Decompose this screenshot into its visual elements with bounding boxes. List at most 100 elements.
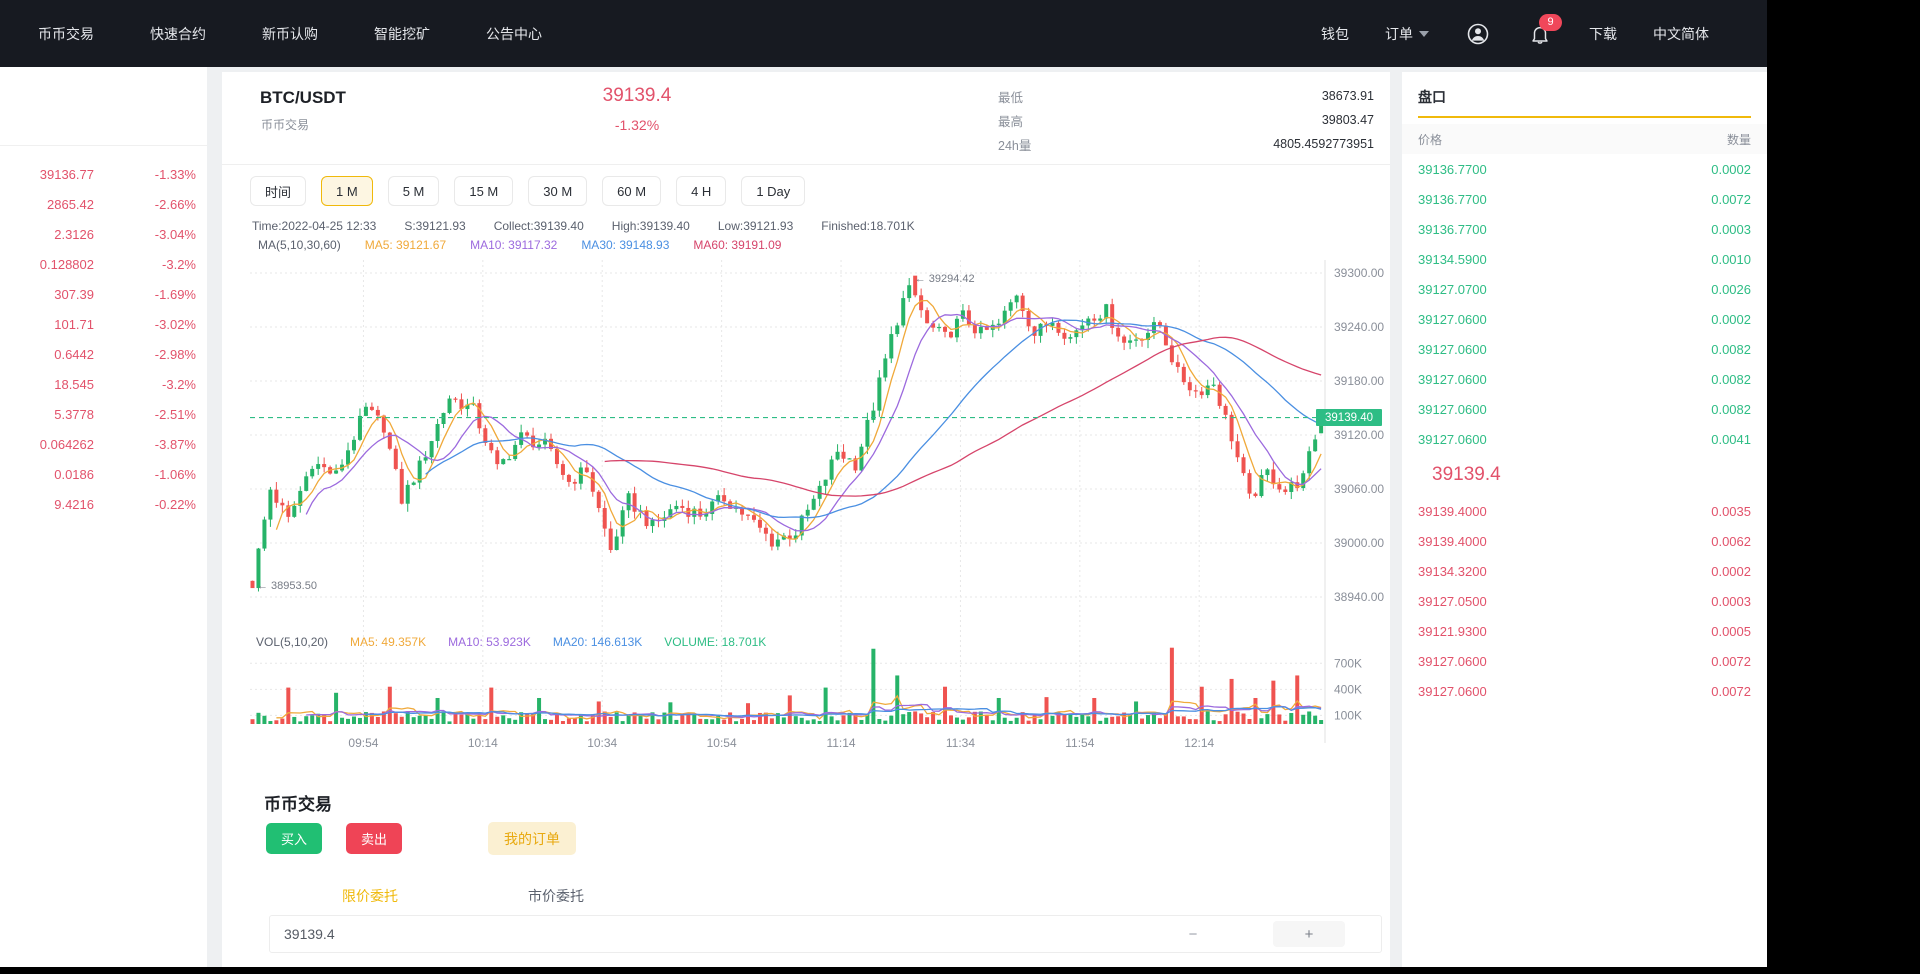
download-link[interactable]: 下载 bbox=[1589, 25, 1617, 42]
ohlc-info-segment: Low:39121.93 bbox=[717, 219, 794, 233]
ask-row[interactable]: 39136.7700 0.0003 bbox=[1402, 214, 1767, 244]
nav-item-智能挖矿[interactable]: 智能挖矿 bbox=[374, 25, 430, 42]
timeframe-button-1Day[interactable]: 1 Day bbox=[741, 176, 806, 206]
stat-label: 24h量 bbox=[998, 138, 1032, 153]
timeframe-button-15M[interactable]: 15 M bbox=[454, 176, 514, 206]
watchlist-change: -2.51% bbox=[154, 406, 196, 422]
increase-price-button[interactable]: + bbox=[1273, 921, 1345, 947]
watchlist-row[interactable]: 2865.42 -2.66% bbox=[0, 189, 207, 219]
ask-row[interactable]: 39127.0700 0.0026 bbox=[1402, 274, 1767, 304]
order-type-tabs: 限价委托 市价委托 bbox=[342, 886, 584, 906]
ask-row[interactable]: 39127.0600 0.0082 bbox=[1402, 364, 1767, 394]
ask-price: 39136.7700 bbox=[1418, 161, 1487, 177]
svg-text:39060.00: 39060.00 bbox=[1334, 482, 1384, 496]
bid-row[interactable]: 39127.0600 0.0072 bbox=[1402, 676, 1767, 706]
watchlist-sidebar: 39136.77 -1.33% 2865.42 -2.66% 2.3126 -3.04% 0… bbox=[0, 67, 207, 967]
ask-row[interactable]: 39136.7700 0.0072 bbox=[1402, 184, 1767, 214]
notifications-button[interactable]: 9 bbox=[1527, 13, 1562, 47]
svg-text:11:34: 11:34 bbox=[946, 736, 975, 750]
svg-text:39300.00: 39300.00 bbox=[1334, 266, 1384, 280]
nav-item-公告中心[interactable]: 公告中心 bbox=[486, 25, 542, 42]
buy-button[interactable]: 买入 bbox=[266, 823, 323, 854]
sell-button[interactable]: 卖出 bbox=[346, 823, 403, 854]
ohlc-info-segment: Finished:18.701K bbox=[821, 219, 915, 233]
ask-row[interactable]: 39136.7700 0.0002 bbox=[1402, 154, 1767, 184]
ask-qty: 0.0002 bbox=[1711, 161, 1751, 177]
orderbook-qty-column: 数量 bbox=[1726, 132, 1751, 147]
nav-item-新币认购[interactable]: 新币认购 bbox=[262, 25, 318, 42]
watchlist-row[interactable]: 101.71 -3.02% bbox=[0, 309, 207, 339]
bid-row[interactable]: 39121.9300 0.0005 bbox=[1402, 616, 1767, 646]
ma-legend-item: MA30: 39148.93 bbox=[581, 238, 670, 252]
bid-row[interactable]: 39134.3200 0.0002 bbox=[1402, 556, 1767, 586]
bid-row[interactable]: 39139.4000 0.0062 bbox=[1402, 526, 1767, 556]
ask-price: 39127.0600 bbox=[1418, 431, 1487, 447]
watchlist-row[interactable]: 5.3778 -2.51% bbox=[0, 399, 207, 429]
language-selector[interactable]: 中文简体 bbox=[1653, 25, 1709, 42]
watchlist-row[interactable]: 39136.77 -1.33% bbox=[0, 159, 207, 189]
bid-qty: 0.0072 bbox=[1711, 653, 1751, 669]
watchlist-change: -3.2% bbox=[162, 256, 196, 272]
timeframe-button-60M[interactable]: 60 M bbox=[602, 176, 662, 206]
bid-row[interactable]: 39139.4000 0.0035 bbox=[1402, 496, 1767, 526]
watchlist-price: 307.39 bbox=[54, 286, 94, 302]
stat-label: 最高 bbox=[998, 114, 1024, 129]
watchlist-row[interactable]: 0.128802 -3.2% bbox=[0, 249, 207, 279]
ask-price: 39127.0600 bbox=[1418, 311, 1487, 327]
kline-chart[interactable]: 39300.00 39240.00 39180.00 39120.00 39060.00… bbox=[222, 252, 1390, 764]
my-orders-button[interactable]: 我的订单 bbox=[488, 822, 577, 855]
svg-text:39139.40: 39139.40 bbox=[1325, 412, 1373, 424]
top-navbar: 币币交易 快速合约 新币认购 智能挖矿 公告中心 钱包 订单 9 bbox=[0, 0, 1767, 67]
ma-legend-item: MA10: 39117.32 bbox=[470, 238, 558, 252]
ask-price: 39127.0600 bbox=[1418, 341, 1487, 357]
ask-row[interactable]: 39127.0600 0.0082 bbox=[1402, 334, 1767, 364]
nav-item-快速合约[interactable]: 快速合约 bbox=[150, 25, 206, 42]
watchlist-price: 9.4216 bbox=[54, 496, 94, 512]
watchlist-change: -3.2% bbox=[162, 376, 196, 392]
ask-row[interactable]: 39127.0600 0.0002 bbox=[1402, 304, 1767, 334]
bid-row[interactable]: 39127.0500 0.0003 bbox=[1402, 586, 1767, 616]
timeframe-button-5M[interactable]: 5 M bbox=[387, 176, 440, 206]
bid-row[interactable]: 39127.0600 0.0072 bbox=[1402, 646, 1767, 676]
watchlist-row[interactable]: 2.3126 -3.04% bbox=[0, 219, 207, 249]
bid-price: 39139.4000 bbox=[1418, 503, 1487, 519]
tab-market-order[interactable]: 市价委托 bbox=[528, 888, 584, 904]
chart-area[interactable]: 39300.00 39240.00 39180.00 39120.00 39060.00… bbox=[222, 252, 1390, 764]
svg-text:39120.00: 39120.00 bbox=[1334, 428, 1384, 442]
timeframe-button-30M[interactable]: 30 M bbox=[528, 176, 588, 206]
ask-row[interactable]: 39127.0600 0.0041 bbox=[1402, 424, 1767, 454]
ohlc-info-segment: High:39139.40 bbox=[611, 219, 690, 233]
ma-legend-row: MA(5,10,30,60) MA5: 39121.67 MA10: 39117.3… bbox=[258, 238, 781, 252]
ask-qty: 0.0082 bbox=[1711, 371, 1751, 387]
ask-row[interactable]: 39127.0600 0.0082 bbox=[1402, 394, 1767, 424]
price-input[interactable]: 39139.4 − + bbox=[269, 915, 1382, 953]
vol-legend-item: MA5: 49.357K bbox=[350, 635, 427, 649]
notification-badge: 9 bbox=[1539, 13, 1562, 31]
watchlist-price: 101.71 bbox=[54, 316, 94, 332]
svg-text:11:54: 11:54 bbox=[1065, 736, 1094, 750]
svg-text:11:14: 11:14 bbox=[826, 736, 855, 750]
timeframe-label-button[interactable]: 时间 bbox=[250, 176, 307, 206]
watchlist-row[interactable]: 0.064262 -3.87% bbox=[0, 429, 207, 459]
account-button[interactable] bbox=[1465, 21, 1491, 47]
wallet-link[interactable]: 钱包 bbox=[1321, 25, 1349, 42]
ohlc-info-segment: S:39121.93 bbox=[404, 219, 466, 233]
watchlist-change: -1.69% bbox=[154, 286, 196, 302]
ask-price: 39136.7700 bbox=[1418, 191, 1487, 207]
timeframe-button-4H[interactable]: 4 H bbox=[676, 176, 727, 206]
watchlist-row[interactable]: 9.4216 -0.22% bbox=[0, 489, 207, 519]
price-input-value[interactable]: 39139.4 bbox=[284, 926, 335, 942]
svg-text:400K: 400K bbox=[1334, 682, 1362, 696]
decrease-price-button[interactable]: − bbox=[1188, 925, 1198, 943]
orders-link[interactable]: 订单 bbox=[1385, 24, 1429, 44]
svg-text:10:34: 10:34 bbox=[587, 736, 617, 750]
watchlist-row[interactable]: 307.39 -1.69% bbox=[0, 279, 207, 309]
ask-row[interactable]: 39134.5900 0.0010 bbox=[1402, 244, 1767, 274]
watchlist-row[interactable]: 18.545 -3.2% bbox=[0, 369, 207, 399]
tab-limit-order[interactable]: 限价委托 bbox=[342, 888, 398, 904]
nav-item-币币交易[interactable]: 币币交易 bbox=[38, 25, 94, 42]
watchlist-row[interactable]: 0.0186 -1.06% bbox=[0, 459, 207, 489]
bid-qty: 0.0035 bbox=[1711, 503, 1751, 519]
timeframe-button-1M[interactable]: 1 M bbox=[321, 176, 373, 206]
watchlist-row[interactable]: 0.6442 -2.98% bbox=[0, 339, 207, 369]
